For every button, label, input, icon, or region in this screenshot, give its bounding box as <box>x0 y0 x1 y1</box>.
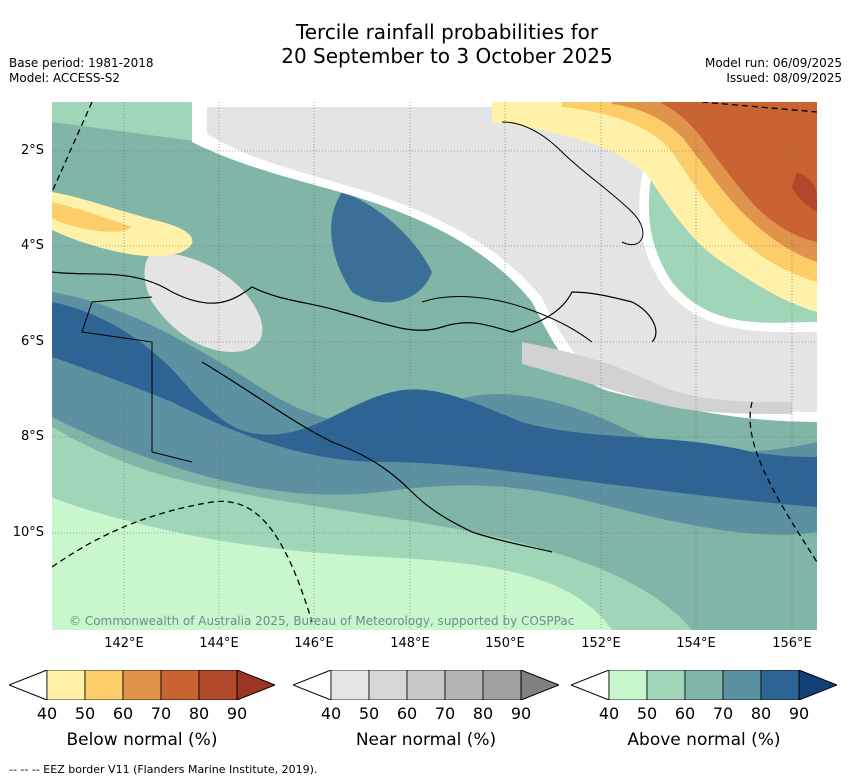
colorbar-tick-label: 40 <box>320 704 342 723</box>
colorbar-under-arrow <box>9 670 48 700</box>
probability-map: © Commonwealth of Australia 2025, Bureau… <box>52 102 817 630</box>
model-name: Model: ACCESS-S2 <box>9 71 121 85</box>
colorbar-title: Above normal (%) <box>627 730 781 750</box>
colorbar-segment <box>160 670 200 700</box>
border-png-indonesia <box>151 382 193 463</box>
region-below-west-50 <box>52 202 132 232</box>
colorbar-segment <box>84 670 124 700</box>
map-credit: © Commonwealth of Australia 2025, Bureau… <box>69 614 574 628</box>
model-run: Model run: 06/09/2025 <box>704 56 842 70</box>
coastline-new-guinea-south <box>201 361 553 553</box>
colorbar-under-arrow <box>571 670 610 700</box>
colorbar-segment <box>198 670 238 700</box>
region-above-80 <box>52 302 817 507</box>
colorbar-title: Near normal (%) <box>355 730 497 750</box>
colorbar-segment <box>482 670 522 700</box>
colorbar-segment <box>684 670 724 700</box>
lon-label: 150°E <box>485 636 525 651</box>
title-line-1: Tercile rainfall probabilities for <box>295 20 599 44</box>
region-below-80 <box>792 172 817 212</box>
border-west <box>81 296 153 382</box>
colorbar-tick-label: 40 <box>598 704 620 723</box>
colorbar-title: Below normal (%) <box>66 730 218 750</box>
lat-label: 6°S <box>20 334 44 349</box>
base-period: Base period: 1981-2018 <box>9 56 154 70</box>
colorbar-over-arrow <box>236 670 275 700</box>
colorbar-segment <box>722 670 762 700</box>
lat-label: 8°S <box>20 429 44 444</box>
lon-label: 148°E <box>390 636 430 651</box>
colorbar-tick-label: 80 <box>750 704 772 723</box>
eez-border-south <box>52 500 313 623</box>
lat-label: 4°S <box>20 238 44 253</box>
region-near-50 <box>522 342 792 414</box>
colorbar-tick-label: 60 <box>674 704 696 723</box>
map-canvas: © Commonwealth of Australia 2025, Bureau… <box>52 102 817 630</box>
colorbar-tick-label: 50 <box>358 704 380 723</box>
issued-date: Issued: 08/09/2025 <box>726 71 842 85</box>
map-title: Tercile rainfall probabilities for 20 Se… <box>0 20 850 68</box>
region-below-70 <box>662 102 817 242</box>
coastline-new-ireland <box>501 121 644 246</box>
lat-label: 10°S <box>12 525 44 540</box>
colorbar-over-arrow <box>798 670 837 700</box>
colorbar-segment <box>122 670 162 700</box>
colorbar-segment <box>368 670 408 700</box>
colorbar-tick-label: 70 <box>434 704 456 723</box>
colorbar-segment <box>608 670 648 700</box>
colorbar-segment <box>646 670 686 700</box>
colorbar-segment <box>760 670 800 700</box>
eez-footer-note: -- -- -- EEZ border V11 (Flanders Marine… <box>9 763 318 776</box>
colorbar-over-arrow <box>520 670 559 700</box>
colorbar-tick-label: 50 <box>74 704 96 723</box>
colorbar-segment <box>406 670 446 700</box>
lon-label: 146°E <box>294 636 334 651</box>
eez-border-east <box>749 401 817 563</box>
colorbar-tick-label: 90 <box>226 704 248 723</box>
meta-left: Base period: 1981-2018 Model: ACCESS-S2 <box>9 56 154 86</box>
colorbar-tick-label: 50 <box>636 704 658 723</box>
lat-label: 2°S <box>20 143 44 158</box>
title-line-2: 20 September to 3 October 2025 <box>281 44 613 68</box>
colorbar <box>571 670 837 700</box>
lon-label: 152°E <box>581 636 621 651</box>
colorbar-tick-label: 40 <box>36 704 58 723</box>
lon-label: 156°E <box>772 636 812 651</box>
coastline-new-britain <box>421 296 593 343</box>
lon-label: 144°E <box>199 636 239 651</box>
colorbar-under-arrow <box>293 670 332 700</box>
coastline-new-guinea-north <box>52 271 657 343</box>
lon-label: 154°E <box>676 636 716 651</box>
colorbar-tick-label: 70 <box>150 704 172 723</box>
colorbar-tick-label: 60 <box>396 704 418 723</box>
colorbar-segment <box>444 670 484 700</box>
region-above-80-north <box>331 192 432 303</box>
colorbar <box>9 670 275 700</box>
lon-label: 142°E <box>104 636 144 651</box>
colorbar <box>293 670 559 700</box>
eez-border-nw <box>52 102 93 193</box>
region-near-40 <box>207 107 817 412</box>
colorbar-tick-label: 80 <box>472 704 494 723</box>
colorbar-tick-label: 60 <box>112 704 134 723</box>
meta-right: Model run: 06/09/2025 Issued: 08/09/2025 <box>705 56 842 86</box>
colorbar-tick-label: 90 <box>788 704 810 723</box>
colorbar-segment <box>330 670 370 700</box>
colorbar-segment <box>46 670 86 700</box>
graticule <box>52 102 817 630</box>
colorbar-tick-label: 90 <box>510 704 532 723</box>
colorbar-tick-label: 70 <box>712 704 734 723</box>
colorbar-tick-label: 80 <box>188 704 210 723</box>
